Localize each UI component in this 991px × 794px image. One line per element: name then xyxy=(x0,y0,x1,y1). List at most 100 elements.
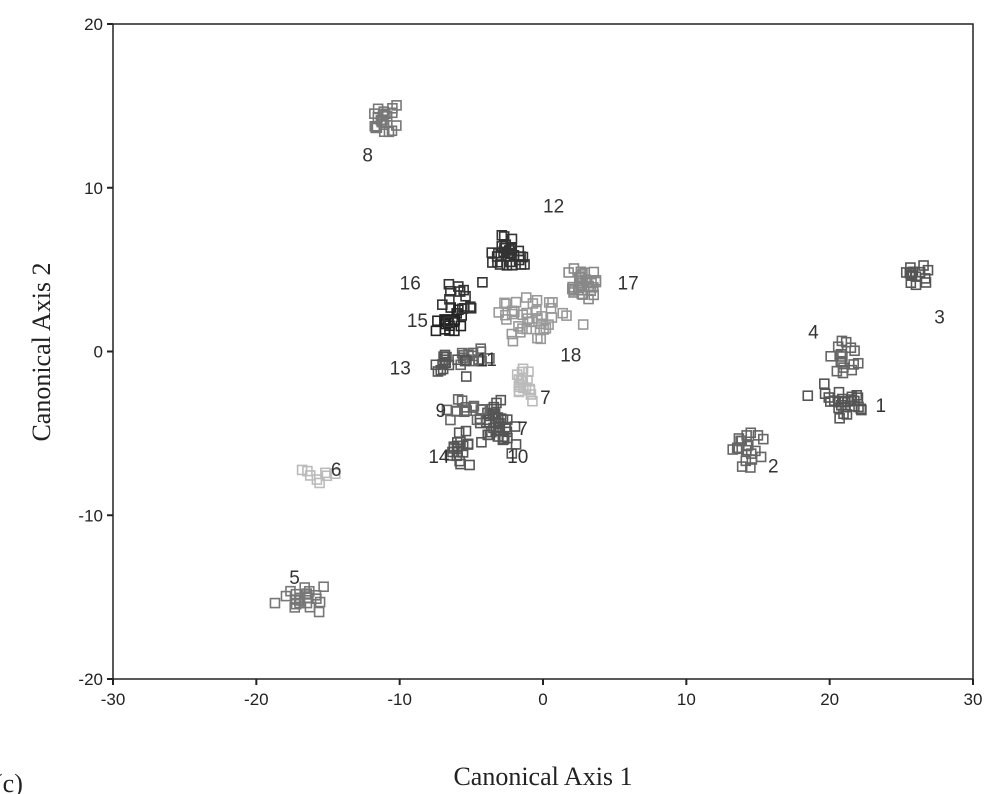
data-point xyxy=(391,120,402,131)
data-point xyxy=(852,357,864,369)
data-point xyxy=(318,581,329,593)
data-point xyxy=(802,390,814,402)
data-point xyxy=(733,443,745,455)
cluster-label: 16 xyxy=(400,273,421,294)
data-point xyxy=(561,310,572,321)
data-point xyxy=(329,468,341,479)
data-point xyxy=(476,436,487,448)
panel-label: (c) xyxy=(0,769,23,794)
data-point xyxy=(531,305,542,317)
data-point xyxy=(527,298,539,309)
data-point xyxy=(849,345,860,357)
data-point xyxy=(296,464,308,476)
data-point xyxy=(516,366,528,378)
data-point xyxy=(736,461,748,472)
data-point xyxy=(386,107,398,119)
x-tick-label: 10 xyxy=(677,690,696,709)
data-point xyxy=(461,405,473,416)
data-point xyxy=(280,590,292,602)
data-point xyxy=(462,439,474,450)
x-tick-label: -30 xyxy=(101,690,126,709)
data-point xyxy=(840,401,851,413)
cluster-label: 13 xyxy=(390,358,411,379)
data-point xyxy=(471,414,483,426)
cluster-label: 3 xyxy=(934,308,945,329)
cluster-label: 15 xyxy=(407,311,428,332)
data-point xyxy=(510,439,522,450)
data-point xyxy=(299,582,311,593)
data-point xyxy=(458,284,469,296)
data-point xyxy=(838,362,849,373)
y-tick-label: -10 xyxy=(78,506,103,525)
data-point xyxy=(586,277,597,289)
data-point xyxy=(486,247,498,258)
cluster-label: 9 xyxy=(436,401,447,422)
data-point xyxy=(519,259,530,270)
data-point xyxy=(465,302,477,314)
data-point xyxy=(491,397,502,409)
x-tick-label: 0 xyxy=(538,690,547,709)
data-point xyxy=(500,298,512,310)
data-point xyxy=(477,277,488,288)
data-point xyxy=(506,242,517,253)
data-point xyxy=(505,248,517,260)
y-tick-label: 20 xyxy=(84,15,103,34)
data-point xyxy=(492,256,503,268)
data-point xyxy=(498,231,510,242)
data-point xyxy=(573,282,585,294)
data-point xyxy=(454,455,465,467)
points-layer xyxy=(269,100,934,618)
data-point xyxy=(443,359,455,371)
data-point xyxy=(506,259,518,271)
cluster-label: 7 xyxy=(540,388,551,409)
data-point xyxy=(440,357,452,369)
data-point xyxy=(461,354,472,365)
data-point xyxy=(269,597,281,609)
data-point xyxy=(577,319,589,330)
data-point xyxy=(444,294,455,305)
data-point xyxy=(856,404,867,416)
data-point xyxy=(490,413,502,425)
cluster-label: 2 xyxy=(768,457,779,478)
data-point xyxy=(451,406,463,417)
data-point xyxy=(447,446,458,458)
data-point xyxy=(745,427,757,439)
data-point xyxy=(455,458,466,470)
data-point xyxy=(302,465,313,477)
y-tick-label: 10 xyxy=(84,179,103,198)
cluster-label: 6 xyxy=(331,460,342,481)
data-point xyxy=(727,444,739,455)
x-tick-label: -20 xyxy=(244,690,269,709)
y-axis-title: Canonical Axis 2 xyxy=(27,262,56,441)
data-point xyxy=(444,450,456,461)
cluster-label: 7 xyxy=(517,419,528,440)
data-point xyxy=(532,313,543,324)
data-point xyxy=(540,323,552,334)
y-tick-label: 0 xyxy=(94,343,103,362)
cluster-label: 18 xyxy=(560,345,581,366)
data-point xyxy=(835,348,847,360)
x-axis-title: Canonical Axis 1 xyxy=(453,762,632,791)
data-point xyxy=(733,433,745,444)
data-point xyxy=(757,433,769,445)
data-point xyxy=(580,274,591,286)
data-point xyxy=(441,351,452,363)
data-point xyxy=(513,385,525,397)
data-point xyxy=(922,264,934,276)
data-point xyxy=(534,324,546,336)
data-point xyxy=(314,477,325,489)
cluster-label: 8 xyxy=(362,146,373,167)
data-point xyxy=(320,467,331,479)
data-point xyxy=(443,316,455,328)
data-point xyxy=(568,263,580,274)
data-point xyxy=(755,451,767,463)
data-point xyxy=(301,597,313,609)
data-point xyxy=(459,355,471,367)
data-point xyxy=(825,396,836,407)
y-tick-label: -20 xyxy=(78,670,103,689)
data-point xyxy=(515,327,526,338)
data-point xyxy=(509,306,520,318)
data-point xyxy=(505,256,516,268)
